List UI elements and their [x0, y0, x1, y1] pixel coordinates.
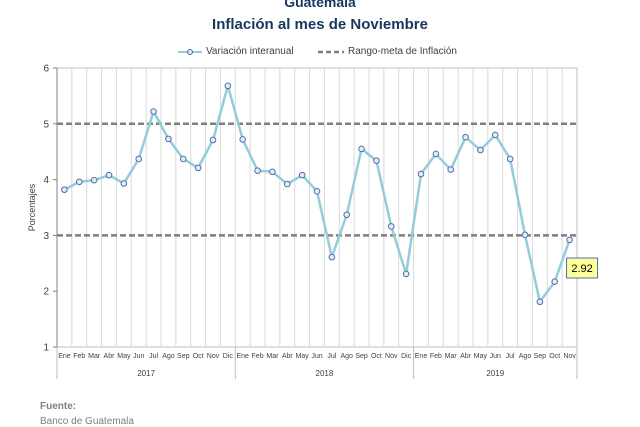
x-tick-label-month: Sep — [534, 353, 547, 360]
data-point — [447, 166, 455, 173]
x-tick-label-month: Ene — [236, 353, 249, 360]
x-tick-label-month: Ago — [340, 353, 353, 360]
x-tick-label-month: Nov — [207, 353, 220, 360]
data-point — [387, 223, 395, 230]
data-point — [298, 171, 306, 179]
x-tick-label-month: Mar — [445, 353, 458, 360]
data-point — [313, 188, 321, 195]
y-tick-label: 5 — [43, 119, 49, 130]
data-point — [269, 168, 276, 176]
data-point — [75, 178, 83, 186]
data-point — [239, 136, 247, 143]
data-point — [477, 146, 484, 154]
x-tick-label-month: Ene — [58, 353, 71, 360]
x-tick-label-month: Ago — [519, 353, 532, 360]
data-point — [61, 186, 68, 193]
data-point — [491, 131, 499, 139]
legend-target-label: Rango-meta de Inflación — [348, 46, 457, 57]
x-tick-label-month: Mar — [88, 353, 101, 360]
data-point — [566, 236, 573, 244]
data-point — [179, 155, 187, 163]
x-tick-label-month: Nov — [563, 353, 576, 360]
data-point — [551, 278, 559, 286]
x-tick-label-month: Abr — [104, 353, 116, 360]
data-point — [283, 180, 291, 188]
x-tick-label-month: Jun — [311, 353, 322, 360]
data-point — [150, 108, 157, 115]
x-tick-label-year: 2019 — [486, 369, 504, 378]
data-point — [536, 298, 544, 306]
y-axis-title: Porcentajes — [27, 183, 37, 231]
data-point — [432, 150, 440, 158]
x-tick-label-month: Oct — [371, 353, 382, 360]
data-point — [135, 155, 143, 163]
data-point — [402, 270, 410, 278]
x-tick-label-month: Dic — [401, 353, 412, 360]
legend-series-label: Variación interanual — [206, 46, 294, 57]
x-tick-label-month: Oct — [549, 353, 560, 360]
x-tick-label-month: Sep — [177, 353, 190, 360]
data-point — [209, 136, 217, 144]
x-tick-label-month: Jun — [133, 353, 144, 360]
x-tick-label-month: Abr — [460, 353, 472, 360]
x-tick-label-year: 2017 — [137, 369, 155, 378]
x-tick-label-month: Dic — [223, 353, 234, 360]
data-point — [506, 155, 514, 163]
y-tick-label: 6 — [43, 64, 49, 75]
data-point — [373, 157, 380, 164]
x-tick-label-month: Oct — [193, 353, 204, 360]
x-tick-label-month: Jun — [490, 353, 501, 360]
data-point — [165, 135, 172, 143]
legend-target-swatch — [318, 50, 344, 53]
y-tick-label: 4 — [43, 175, 49, 186]
annotation-label: 2.92 — [571, 263, 592, 275]
x-tick-label-month: Feb — [430, 353, 442, 360]
x-tick-label-month: Sep — [355, 353, 368, 360]
data-point — [343, 211, 351, 219]
x-tick-label-month: Feb — [252, 353, 264, 360]
annotation-box — [566, 257, 599, 279]
x-tick-label-month: May — [296, 353, 310, 360]
data-point — [120, 180, 128, 187]
chart-title: Inflación al mes de Noviembre — [212, 16, 428, 33]
plot-area-frame — [56, 67, 578, 348]
data-point — [521, 231, 529, 239]
legend-item-target: Rango-meta de Inflación — [318, 46, 457, 57]
data-point — [90, 176, 98, 184]
data-point — [224, 82, 232, 90]
y-tick-label: 1 — [43, 343, 49, 354]
x-tick-label-month: Ago — [162, 353, 175, 360]
source-value: Banco de Guatemala — [40, 416, 134, 427]
data-point — [358, 145, 365, 153]
chart-title-country: Guatemala — [284, 0, 356, 10]
source-label: Fuente: — [40, 401, 77, 412]
y-tick-label: 2 — [43, 287, 49, 298]
chart-legend: Variación interanual Rango-meta de Infla… — [0, 46, 640, 60]
data-point — [328, 253, 336, 261]
data-point — [254, 167, 261, 174]
data-point — [194, 164, 202, 172]
legend-item-series: Variación interanual — [178, 46, 294, 57]
x-tick-label-month: Jul — [327, 353, 336, 360]
x-tick-label-month: Mar — [266, 353, 279, 360]
data-point — [105, 171, 113, 179]
x-tick-label-month: Nov — [385, 353, 398, 360]
x-tick-label-month: Jul — [506, 353, 515, 360]
x-tick-label-month: Ene — [415, 353, 428, 360]
x-tick-label-month: Jul — [149, 353, 158, 360]
x-tick-label-month: May — [117, 353, 131, 360]
x-tick-label-month: Feb — [73, 353, 85, 360]
x-tick-label-month: Abr — [282, 353, 294, 360]
data-point — [417, 170, 425, 178]
x-tick-label-year: 2018 — [316, 369, 334, 378]
y-tick-label: 3 — [43, 231, 49, 242]
data-point — [462, 133, 469, 141]
legend-series-swatch — [178, 48, 202, 55]
x-tick-label-month: May — [474, 353, 488, 360]
